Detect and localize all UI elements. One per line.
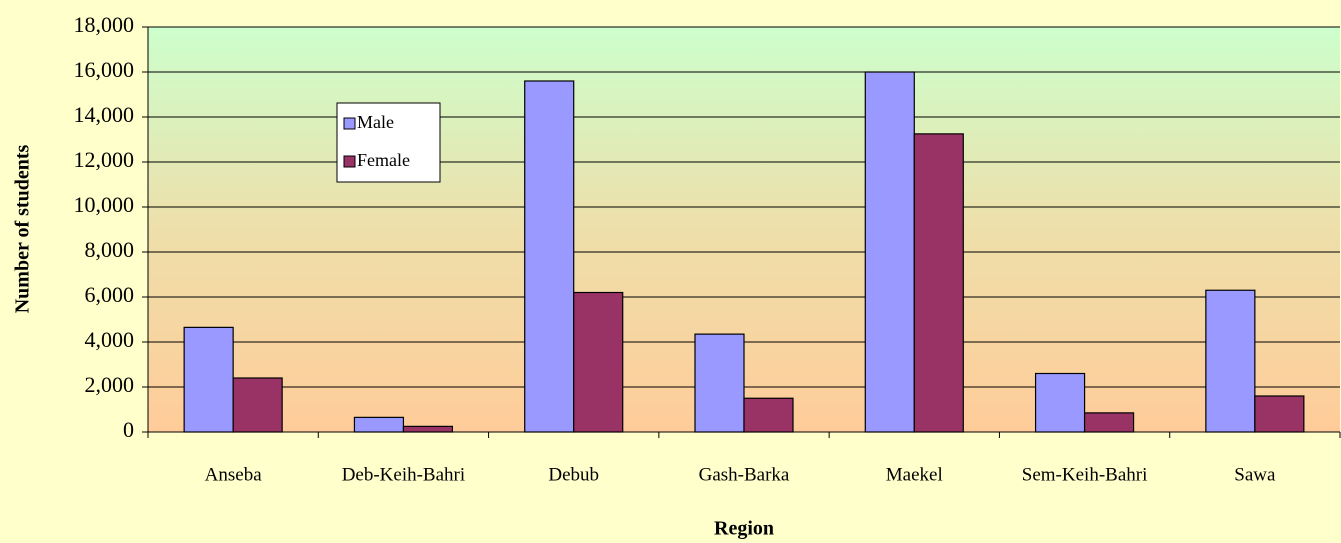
x-tick-label: Deb-Keih-Bahri — [342, 464, 465, 485]
bar — [353, 416, 405, 433]
y-tick-label: 6,000 — [85, 282, 135, 307]
legend — [336, 102, 441, 183]
x-tick-label: Sawa — [1234, 464, 1276, 485]
bar — [402, 425, 454, 433]
x-axis-title: Region — [714, 518, 774, 540]
bar — [573, 291, 624, 433]
bar — [913, 133, 964, 433]
bar — [1034, 372, 1086, 433]
bar — [232, 377, 283, 433]
bar — [1205, 289, 1256, 433]
bar — [1083, 412, 1135, 433]
y-tick-label: 0 — [123, 417, 134, 442]
y-tick-label: 8,000 — [85, 237, 135, 262]
y-tick-label: 14,000 — [74, 102, 135, 127]
bar — [524, 80, 575, 433]
legend-swatch — [343, 117, 356, 130]
bar — [694, 333, 745, 433]
y-tick-label: 10,000 — [74, 192, 135, 217]
y-axis-title: Number of students — [12, 145, 34, 314]
y-tick-label: 16,000 — [74, 57, 135, 82]
y-tick-label: 2,000 — [85, 372, 135, 397]
x-tick-label: Gash-Barka — [699, 464, 790, 485]
bar — [1254, 395, 1305, 433]
x-tick-label: Debub — [548, 464, 599, 485]
x-tick-label: Anseba — [205, 464, 263, 485]
legend-label: Female — [357, 150, 410, 170]
y-tick-label: 18,000 — [74, 12, 135, 37]
y-tick-label: 4,000 — [85, 327, 135, 352]
bar — [864, 71, 915, 433]
legend-label: Male — [357, 112, 394, 132]
y-tick-label: 12,000 — [74, 147, 135, 172]
bar — [743, 397, 794, 433]
bar — [183, 326, 234, 433]
x-tick-label: Maekel — [886, 464, 943, 485]
legend-swatch — [343, 155, 356, 168]
x-tick-label: Sem-Keih-Bahri — [1022, 464, 1148, 485]
